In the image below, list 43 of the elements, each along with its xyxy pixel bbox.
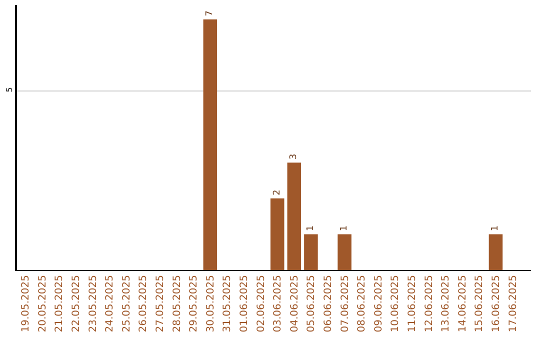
x-tick-label: 15.06.2025	[474, 275, 486, 332]
bar	[338, 234, 352, 270]
data-label: 7	[205, 10, 216, 16]
x-tick-label: 12.06.2025	[424, 275, 435, 332]
x-tick-label: 04.06.2025	[289, 275, 300, 332]
x-tick-label: 17.06.2025	[508, 275, 519, 332]
x-tick-label: 01.06.2025	[239, 275, 250, 332]
x-tick-label: 13.06.2025	[440, 275, 452, 332]
x-tick-label: 23.05.2025	[88, 275, 99, 332]
data-label: 2	[272, 190, 282, 196]
bar	[270, 198, 284, 270]
data-label: 1	[306, 225, 316, 232]
x-tick-label: 30.05.2025	[205, 275, 216, 332]
x-tick-label: 14.06.2025	[457, 275, 468, 332]
x-tick-label: 09.06.2025	[373, 275, 384, 332]
x-tick-label: 16.06.2025	[490, 275, 502, 332]
x-tick-label: 22.05.2025	[71, 275, 82, 332]
x-tick-label: 05.06.2025	[306, 275, 318, 332]
x-tick-label: 11.06.2025	[406, 275, 418, 332]
bar	[287, 162, 302, 270]
x-tick-label: 08.06.2025	[356, 275, 368, 332]
bar	[203, 19, 218, 270]
x-tick-label: 02.06.2025	[256, 275, 267, 332]
x-tick-label: 26.05.2025	[138, 275, 150, 332]
data-label: 3	[289, 154, 300, 160]
x-tick-label: 28.05.2025	[172, 275, 183, 332]
x-tick-label: 21.05.2025	[54, 275, 66, 332]
x-tick-label: 06.06.2025	[323, 275, 334, 332]
bar	[304, 234, 318, 270]
x-tick-label: 24.05.2025	[104, 275, 116, 332]
x-tick-label: 19.05.2025	[20, 275, 32, 332]
data-label: 1	[490, 225, 501, 232]
x-tick-label: 31.05.2025	[222, 275, 234, 332]
x-tick-label: 10.06.2025	[390, 275, 402, 332]
y-tick-label: 5	[4, 87, 14, 92]
x-tick-label: 29.05.2025	[188, 275, 200, 332]
x-tick-label: 07.06.2025	[340, 275, 351, 332]
data-label: 1	[340, 225, 350, 232]
x-tick-label: 03.06.2025	[272, 275, 284, 332]
x-tick-label: 25.05.2025	[121, 275, 132, 332]
bar	[488, 234, 503, 270]
x-tick-label: 27.05.2025	[155, 275, 166, 332]
x-tick-label: 20.05.2025	[37, 275, 48, 332]
